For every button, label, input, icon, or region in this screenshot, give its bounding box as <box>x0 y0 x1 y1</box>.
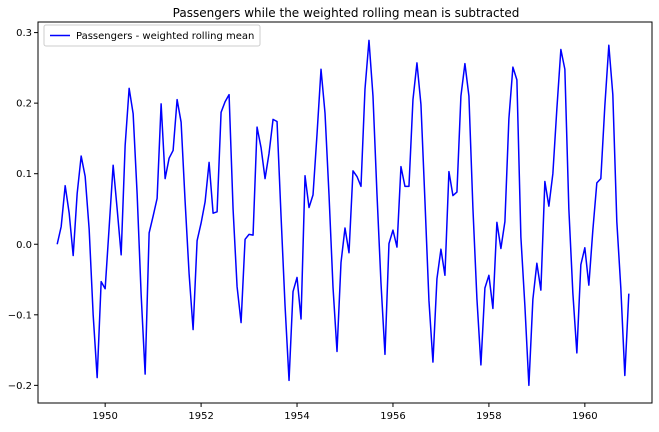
x-tick-label: 1952 <box>188 411 213 422</box>
y-tick-label: −0.1 <box>8 310 32 321</box>
y-tick-label: 0.1 <box>16 169 32 180</box>
chart-title: Passengers while the weighted rolling me… <box>173 6 520 20</box>
legend-box <box>43 24 261 47</box>
x-tick-label: 1956 <box>380 411 405 422</box>
y-tick-label: 0.3 <box>16 28 32 39</box>
y-tick-label: 0.0 <box>16 240 32 251</box>
legend-label: Passengers - weighted rolling mean <box>76 31 254 42</box>
axes-frame <box>37 21 653 404</box>
plot-area: 1950 1952 1954 1956 1958 1960 −0.2 −0.1 0.0 0.1 0.… <box>8 21 653 422</box>
x-tick-label: 1958 <box>476 411 501 422</box>
x-tick-label: 1954 <box>284 411 309 422</box>
series-line <box>56 39 630 387</box>
x-tick-label: 1950 <box>92 411 117 422</box>
y-tick-label: 0.2 <box>16 99 32 110</box>
legend: Passengers - weighted rolling mean <box>43 24 261 47</box>
x-tick-label: 1960 <box>572 411 597 422</box>
y-tick-label: −0.2 <box>8 381 32 392</box>
